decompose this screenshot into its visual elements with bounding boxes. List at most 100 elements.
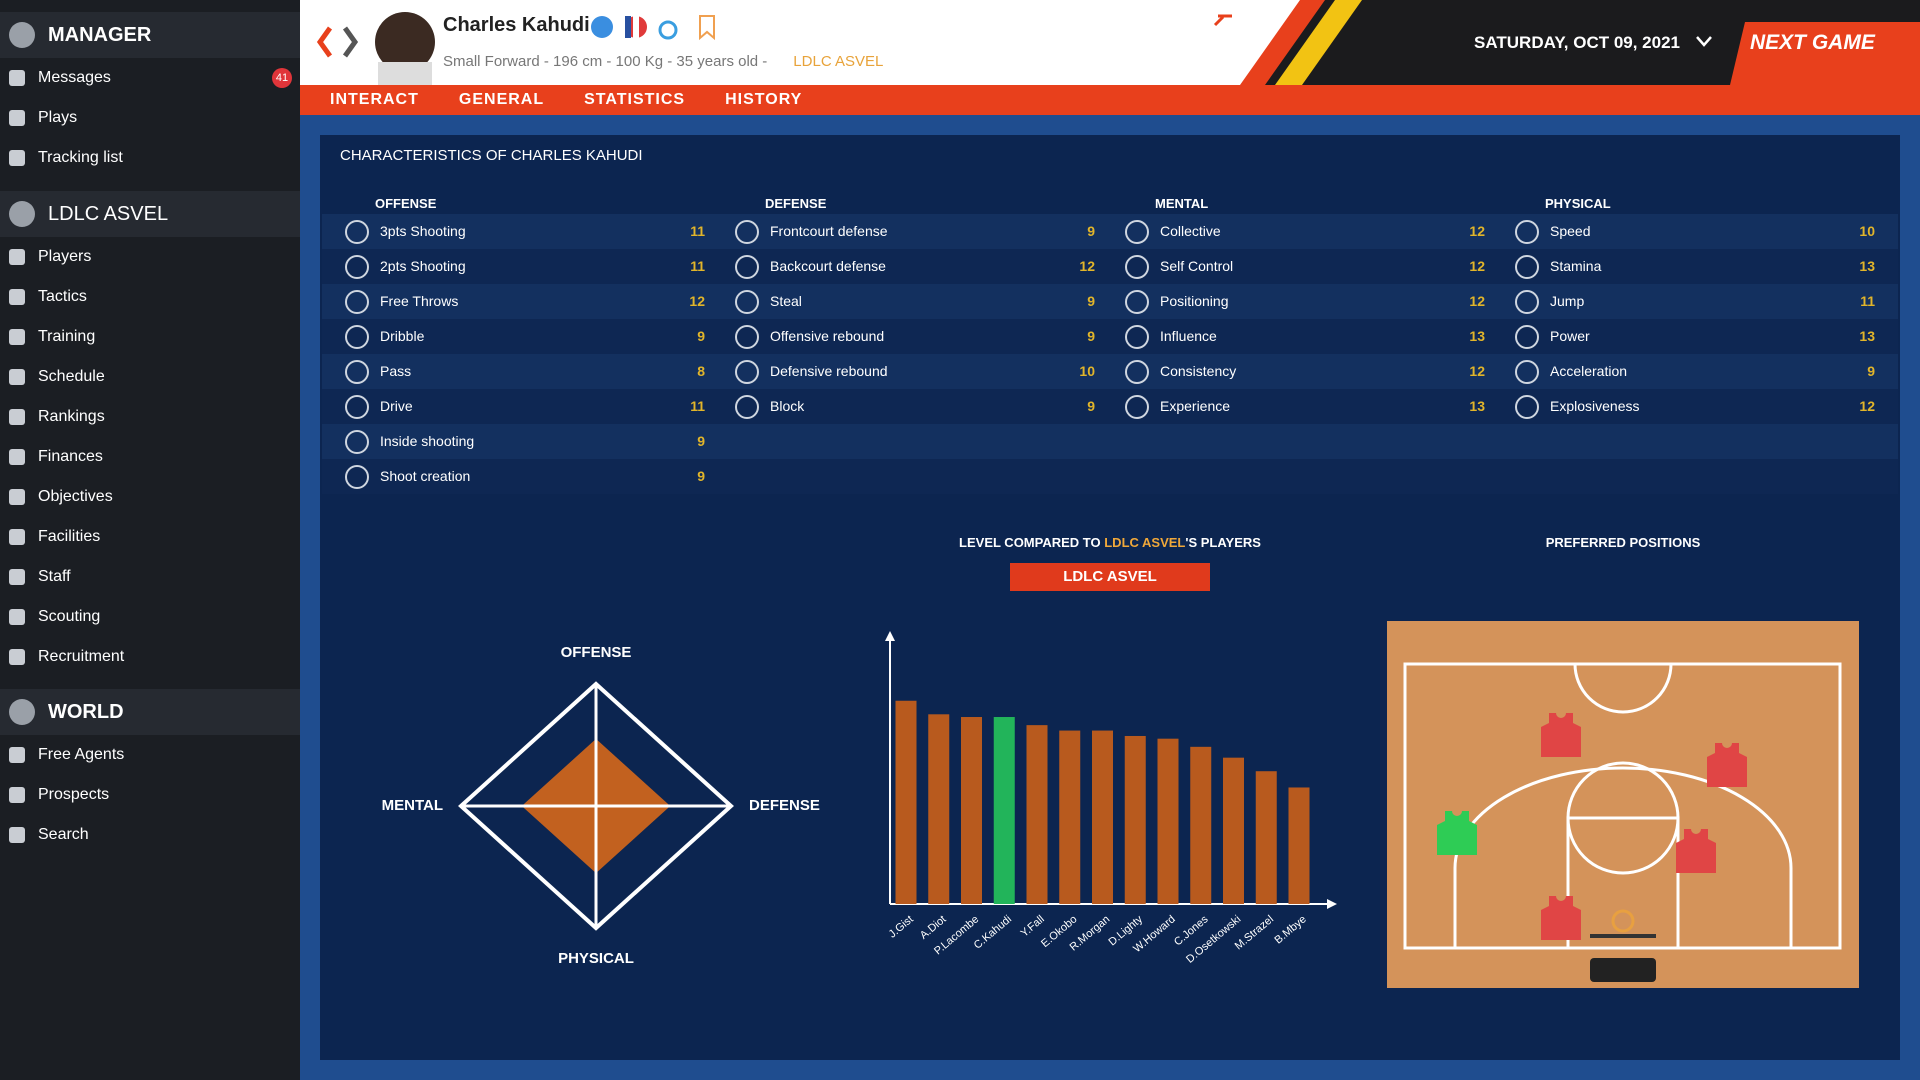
attr-name: Block — [770, 398, 805, 414]
menu-icon — [9, 110, 25, 126]
row-band — [322, 249, 1898, 284]
menu-item[interactable]: Search — [0, 815, 300, 855]
attr-value: 9 — [1867, 363, 1875, 379]
bar — [1190, 746, 1212, 904]
attr-icon — [1515, 395, 1539, 419]
menu-item[interactable]: Rankings — [0, 397, 300, 437]
menu-icon — [9, 70, 25, 86]
nav-item[interactable]: INTERACT — [330, 91, 419, 108]
next-game[interactable]: NEXT GAME — [1750, 31, 1875, 54]
menu-item[interactable]: Finances — [0, 437, 300, 477]
attr-name: Jump — [1550, 293, 1585, 309]
menu-icon — [9, 329, 25, 345]
attr-value: 8 — [697, 363, 705, 379]
menu-item[interactable]: Players — [0, 237, 300, 277]
menu-icon — [9, 409, 25, 425]
attr-icon — [1125, 360, 1149, 384]
menu-icon — [9, 489, 25, 505]
bar — [961, 717, 982, 904]
attr-icon — [1515, 325, 1539, 349]
section-title: LDLC ASVEL — [48, 202, 169, 225]
attr-name: Dribble — [380, 328, 425, 344]
menu-item[interactable]: Tactics — [0, 277, 300, 317]
row-band — [322, 389, 1898, 424]
attr-value: 9 — [1087, 328, 1095, 344]
nav-item[interactable]: GENERAL — [458, 91, 545, 108]
menu-icon — [9, 249, 25, 265]
menu-item[interactable]: Tracking list — [0, 138, 300, 178]
menu-item[interactable]: Plays — [0, 98, 300, 138]
attr-name: Offensive rebound — [770, 328, 885, 344]
attr-icon — [345, 290, 369, 314]
row-band — [322, 354, 1898, 389]
menu-icon — [9, 609, 25, 625]
court-line — [1566, 816, 1680, 950]
section-icon — [9, 22, 35, 48]
attr-icon — [345, 360, 369, 384]
attr-icon — [1515, 220, 1539, 244]
menu-label: Players — [38, 248, 92, 265]
attr-value: 13 — [1859, 258, 1875, 274]
nav-bar: INTERACT GENERAL STATISTICS HISTORY — [300, 85, 1920, 115]
menu-item[interactable]: Prospects — [0, 775, 300, 815]
jersey — [1707, 743, 1747, 787]
menu-icon — [9, 827, 25, 843]
jersey — [1541, 713, 1581, 757]
bar — [1288, 787, 1310, 904]
attr-value: 11 — [1860, 293, 1875, 309]
axis-arrow — [885, 631, 895, 641]
bar — [1092, 730, 1113, 904]
nav-item[interactable]: STATISTICS — [584, 91, 686, 108]
section-title: CHARACTERISTICS OF CHARLES KAHUDI — [340, 147, 643, 164]
attr-value: 9 — [1087, 398, 1095, 414]
attr-icon — [345, 395, 369, 419]
attr-icon — [1515, 290, 1539, 314]
menu-label: Free Agents — [38, 746, 125, 763]
attr-name: Inside shooting — [380, 433, 475, 449]
attr-name: Drive — [380, 398, 413, 414]
section-title: MANAGER — [48, 23, 152, 46]
positions-title: PREFERRED POSITIONS — [1545, 535, 1701, 550]
attr-value: 11 — [690, 223, 705, 239]
menu-item[interactable]: Training — [0, 317, 300, 357]
badge: 41 — [272, 68, 292, 88]
menu-item[interactable]: Facilities — [0, 517, 300, 557]
row-band — [322, 459, 1898, 494]
attr-name: Experience — [1160, 398, 1231, 414]
menu-item[interactable]: Staff — [0, 557, 300, 597]
nav-item[interactable]: HISTORY — [725, 91, 803, 108]
menu-item[interactable]: Schedule — [0, 357, 300, 397]
menu-label: Messages — [38, 69, 111, 86]
menu-item[interactable]: Recruitment — [0, 637, 300, 677]
menu-item[interactable]: Messages 41 — [0, 58, 300, 98]
section-header[interactable]: WORLD — [0, 689, 300, 735]
menu-label: Search — [38, 826, 89, 843]
menu-item[interactable]: Free Agents — [0, 735, 300, 775]
menu-icon — [9, 449, 25, 465]
attr-name: Pass — [380, 363, 412, 379]
attr-value: 11 — [690, 258, 705, 274]
court — [1387, 621, 1859, 988]
team-dropdown-label: LDLC ASVEL — [1063, 568, 1157, 585]
menu-icon — [9, 289, 25, 305]
jersey — [1437, 811, 1477, 855]
attr-name: 3pts Shooting — [380, 223, 466, 239]
menu-label: Objectives — [38, 488, 113, 505]
bar — [1157, 738, 1179, 904]
team-dropdown[interactable]: LDLC ASVEL — [1010, 563, 1210, 591]
x-tick-label: J.Gist — [887, 913, 916, 940]
menu-icon — [9, 747, 25, 763]
attr-value: 12 — [689, 293, 705, 309]
group-header: MENTAL — [1155, 196, 1209, 211]
menu-label: Finances — [38, 448, 103, 465]
attr-name: Stamina — [1550, 258, 1602, 274]
section-header: MANAGER — [0, 12, 300, 58]
level-title-suffix: 'S PLAYERS — [1185, 535, 1261, 550]
hoop-stand — [1590, 958, 1656, 982]
menu-item[interactable]: Objectives — [0, 477, 300, 517]
attr-icon — [735, 325, 759, 349]
menu-item[interactable]: Scouting — [0, 597, 300, 637]
radar-label: DEFENSE — [749, 797, 820, 814]
